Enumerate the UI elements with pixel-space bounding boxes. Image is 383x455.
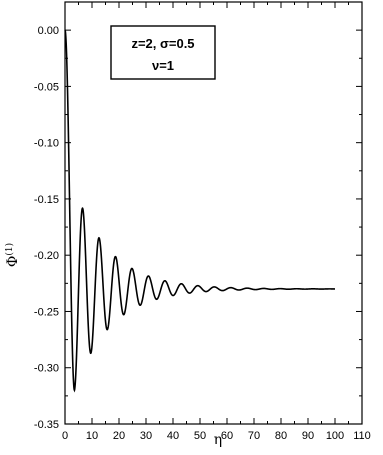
series-line xyxy=(64,29,335,393)
x-tick-label: 80 xyxy=(275,430,287,442)
annotation-line-1: z=2, σ=0.5 xyxy=(131,36,194,51)
x-tick-label: 50 xyxy=(194,430,206,442)
y-tick-label: -0.05 xyxy=(34,81,59,93)
y-tick-label: -0.30 xyxy=(34,363,59,375)
annotation-box xyxy=(110,25,216,80)
x-tick-label: 90 xyxy=(302,430,314,442)
x-tick-label: 60 xyxy=(221,430,233,442)
x-tick-label: 70 xyxy=(248,430,260,442)
x-tick-label: 100 xyxy=(326,430,344,442)
y-axis-title: Φ(1) xyxy=(4,243,21,267)
y-tick-label: -0.25 xyxy=(34,306,59,318)
x-tick-label: 0 xyxy=(62,430,68,442)
y-tick-label: 0.00 xyxy=(38,25,59,37)
x-tick-label: 40 xyxy=(167,430,179,442)
y-tick-label: -0.35 xyxy=(34,419,59,431)
y-tick-label: -0.20 xyxy=(34,250,59,262)
plot-area: 0 10 20 30 40 50 60 70 80 90 100 110 0.00 -0.05 -0.10 -… xyxy=(4,1,371,448)
x-axis-title: η xyxy=(214,432,222,448)
annotation-line-2: ν=1 xyxy=(152,58,174,73)
x-tick-label: 30 xyxy=(140,430,152,442)
y-tick-label: -0.15 xyxy=(34,194,59,206)
x-tick-label: 20 xyxy=(113,430,125,442)
y-tick-label: -0.10 xyxy=(34,138,59,150)
x-tick-label: 110 xyxy=(353,430,371,442)
x-tick-label: 10 xyxy=(86,430,98,442)
